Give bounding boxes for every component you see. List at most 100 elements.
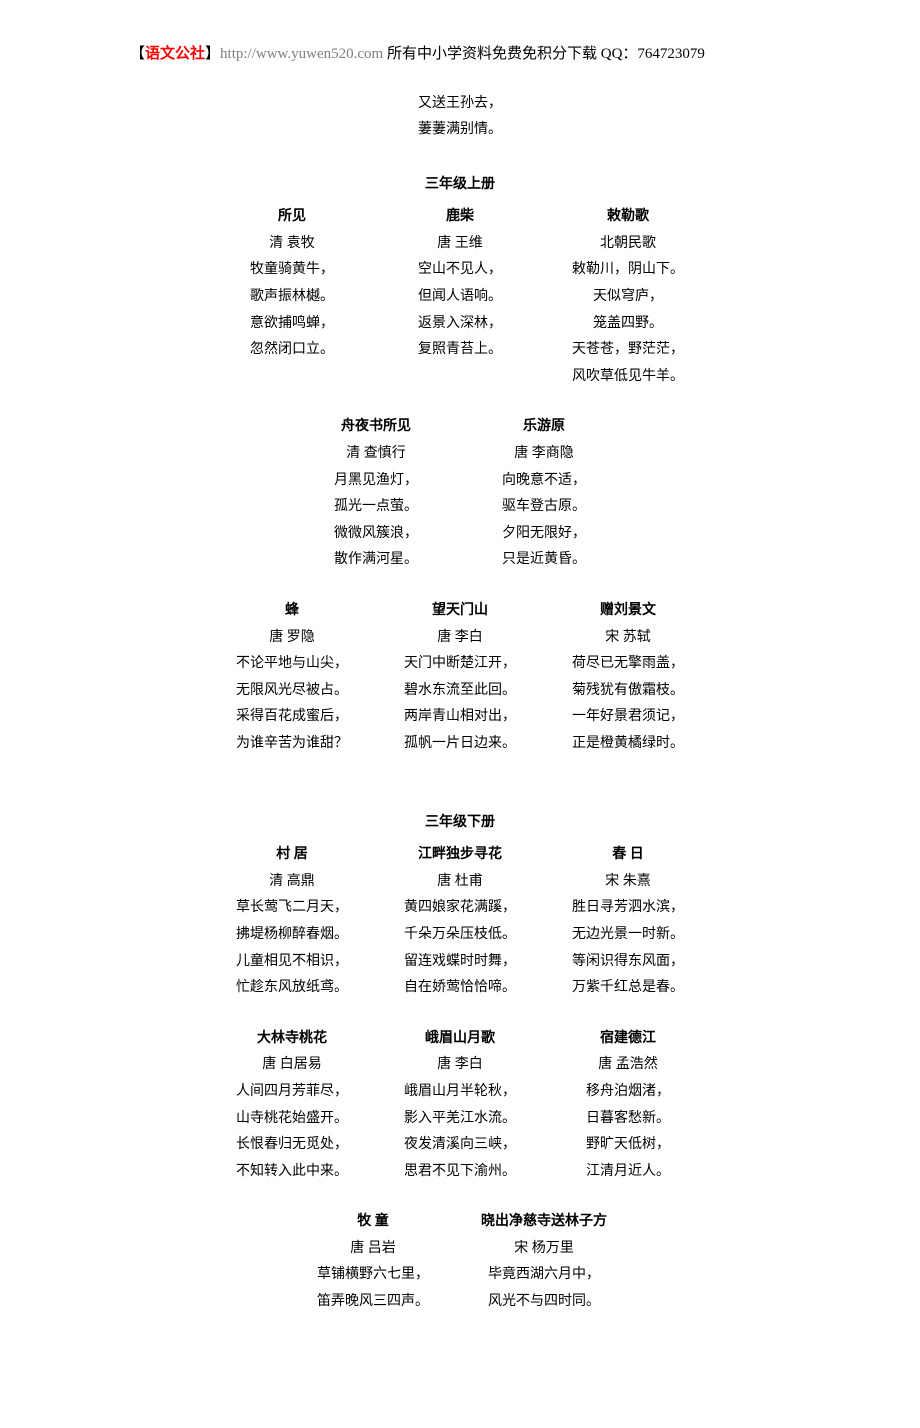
bracket-close: 】 bbox=[205, 46, 220, 62]
poem-line: 不论平地与山尖， bbox=[232, 651, 352, 678]
poem-line: 孤帆一片日边来。 bbox=[400, 731, 520, 758]
poem-line: 人间四月芳菲尽， bbox=[232, 1079, 352, 1106]
poem: 舟夜书所见清 查慎行月黑见渔灯，孤光一点萤。微微风簇浪，散作满河星。 bbox=[316, 414, 436, 574]
poem-line: 思君不见下渝州。 bbox=[400, 1159, 520, 1186]
poem-line: 万紫千红总是春。 bbox=[568, 975, 688, 1002]
poem-author: 唐 罗隐 bbox=[232, 625, 352, 652]
poem-row: 所见清 袁牧牧童骑黄牛，歌声振林樾。意欲捕鸣蝉，忽然闭口立。鹿柴唐 王维空山不见… bbox=[232, 204, 688, 390]
poem-line: 只是近黄昏。 bbox=[484, 547, 604, 574]
poem-title: 乐游原 bbox=[484, 414, 604, 441]
poem-title: 村 居 bbox=[232, 842, 352, 869]
section-title: 三年级下册 bbox=[425, 810, 495, 837]
poem-line: 复照青苔上。 bbox=[400, 337, 520, 364]
poem-line: 儿童相见不相识， bbox=[232, 949, 352, 976]
poem-line: 风光不与四时同。 bbox=[481, 1289, 607, 1316]
poem-line: 峨眉山月半轮秋， bbox=[400, 1079, 520, 1106]
poem-title: 宿建德江 bbox=[568, 1026, 688, 1053]
poem-title: 蜂 bbox=[232, 598, 352, 625]
poem-line: 天苍苍，野茫茫， bbox=[568, 337, 688, 364]
poem-line: 散作满河星。 bbox=[316, 547, 436, 574]
poem: 村 居清 高鼎草长莺飞二月天，拂堤杨柳醉春烟。儿童相见不相识，忙趁东风放纸鸢。 bbox=[232, 842, 352, 1002]
poem: 敕勒歌北朝民歌敕勒川，阴山下。天似穹庐，笼盖四野。天苍苍，野茫茫，风吹草低见牛羊… bbox=[568, 204, 688, 390]
poem: 大林寺桃花唐 白居易人间四月芳菲尽，山寺桃花始盛开。长恨春归无觅处，不知转入此中… bbox=[232, 1026, 352, 1186]
poem-line: 夕阳无限好， bbox=[484, 521, 604, 548]
top-couplet: 又送王孙去， 萋萋满别情。 bbox=[130, 91, 790, 144]
poem-line: 微微风簇浪， bbox=[316, 521, 436, 548]
poem-author: 唐 白居易 bbox=[232, 1052, 352, 1079]
poem-author: 唐 李商隐 bbox=[484, 441, 604, 468]
bracket-open: 【 bbox=[130, 46, 145, 62]
page-header: 【语文公社】http://www.yuwen520.com 所有中小学资料免费免… bbox=[130, 40, 790, 69]
poem: 望天门山唐 李白天门中断楚江开，碧水东流至此回。两岸青山相对出，孤帆一片日边来。 bbox=[400, 598, 520, 758]
poem-author: 北朝民歌 bbox=[568, 231, 688, 258]
poem: 牧 童唐 吕岩草铺横野六七里，笛弄晚风三四声。 bbox=[313, 1209, 433, 1315]
poem-title: 所见 bbox=[232, 204, 352, 231]
poem-title: 牧 童 bbox=[313, 1209, 433, 1236]
poem-line: 长恨春归无觅处， bbox=[232, 1132, 352, 1159]
couplet-line: 萋萋满别情。 bbox=[130, 117, 790, 144]
poem: 所见清 袁牧牧童骑黄牛，歌声振林樾。意欲捕鸣蝉，忽然闭口立。 bbox=[232, 204, 352, 390]
poem-row: 大林寺桃花唐 白居易人间四月芳菲尽，山寺桃花始盛开。长恨春归无觅处，不知转入此中… bbox=[232, 1026, 688, 1186]
poem-row: 舟夜书所见清 查慎行月黑见渔灯，孤光一点萤。微微风簇浪，散作满河星。乐游原唐 李… bbox=[316, 414, 604, 574]
poem: 乐游原唐 李商隐向晚意不适，驱车登古原。夕阳无限好，只是近黄昏。 bbox=[484, 414, 604, 574]
poem-line: 两岸青山相对出， bbox=[400, 704, 520, 731]
poem-line: 意欲捕鸣蝉， bbox=[232, 311, 352, 338]
poem-row: 牧 童唐 吕岩草铺横野六七里，笛弄晚风三四声。晓出净慈寺送林子方宋 杨万里毕竟西… bbox=[313, 1209, 607, 1315]
poem-line: 歌声振林樾。 bbox=[232, 284, 352, 311]
poem-row: 村 居清 高鼎草长莺飞二月天，拂堤杨柳醉春烟。儿童相见不相识，忙趁东风放纸鸢。江… bbox=[232, 842, 688, 1002]
poem-title: 鹿柴 bbox=[400, 204, 520, 231]
grade-section: 三年级下册村 居清 高鼎草长莺飞二月天，拂堤杨柳醉春烟。儿童相见不相识，忙趁东风… bbox=[130, 810, 790, 1340]
section-title: 三年级上册 bbox=[425, 172, 495, 199]
poem: 蜂唐 罗隐不论平地与山尖，无限风光尽被占。采得百花成蜜后，为谁辛苦为谁甜？ bbox=[232, 598, 352, 758]
poem-line: 草铺横野六七里， bbox=[313, 1262, 433, 1289]
poem-line: 忙趁东风放纸鸢。 bbox=[232, 975, 352, 1002]
poem-line: 天似穹庐， bbox=[568, 284, 688, 311]
site-desc: 所有中小学资料免费免积分下载 QQ： bbox=[383, 46, 637, 62]
poem-line: 为谁辛苦为谁甜？ bbox=[232, 731, 352, 758]
poem: 赠刘景文宋 苏轼荷尽已无擎雨盖，菊残犹有傲霜枝。一年好景君须记，正是橙黄橘绿时。 bbox=[568, 598, 688, 758]
poem-line: 碧水东流至此回。 bbox=[400, 678, 520, 705]
poem-line: 不知转入此中来。 bbox=[232, 1159, 352, 1186]
poem-line: 等闲识得东风面， bbox=[568, 949, 688, 976]
poem-author: 唐 杜甫 bbox=[400, 869, 520, 896]
poem-title: 舟夜书所见 bbox=[316, 414, 436, 441]
poem: 江畔独步寻花唐 杜甫黄四娘家花满蹊，千朵万朵压枝低。留连戏蝶时时舞，自在娇莺恰恰… bbox=[400, 842, 520, 1002]
poem-line: 月黑见渔灯， bbox=[316, 468, 436, 495]
poem-title: 望天门山 bbox=[400, 598, 520, 625]
poem-line: 正是橙黄橘绿时。 bbox=[568, 731, 688, 758]
poem-title: 春 日 bbox=[568, 842, 688, 869]
poem: 晓出净慈寺送林子方宋 杨万里毕竟西湖六月中，风光不与四时同。 bbox=[481, 1209, 607, 1315]
poem-title: 敕勒歌 bbox=[568, 204, 688, 231]
poem-author: 唐 李白 bbox=[400, 625, 520, 652]
poem-line: 风吹草低见牛羊。 bbox=[568, 364, 688, 391]
poem-line: 江清月近人。 bbox=[568, 1159, 688, 1186]
poem-author: 宋 朱熹 bbox=[568, 869, 688, 896]
poem-line: 菊残犹有傲霜枝。 bbox=[568, 678, 688, 705]
poem-author: 宋 杨万里 bbox=[481, 1236, 607, 1263]
poem-line: 影入平羌江水流。 bbox=[400, 1106, 520, 1133]
poem: 宿建德江唐 孟浩然移舟泊烟渚，日暮客愁新。野旷天低树，江清月近人。 bbox=[568, 1026, 688, 1186]
poem-title: 赠刘景文 bbox=[568, 598, 688, 625]
poem-author: 唐 李白 bbox=[400, 1052, 520, 1079]
poem-author: 唐 王维 bbox=[400, 231, 520, 258]
poem: 鹿柴唐 王维空山不见人，但闻人语响。返景入深林，复照青苔上。 bbox=[400, 204, 520, 390]
poem-line: 草长莺飞二月天， bbox=[232, 895, 352, 922]
poem-title: 峨眉山月歌 bbox=[400, 1026, 520, 1053]
poem-line: 胜日寻芳泗水滨， bbox=[568, 895, 688, 922]
poem-line: 无限风光尽被占。 bbox=[232, 678, 352, 705]
poem-line: 返景入深林， bbox=[400, 311, 520, 338]
poem-line: 驱车登古原。 bbox=[484, 494, 604, 521]
poem-author: 清 查慎行 bbox=[316, 441, 436, 468]
poem-line: 千朵万朵压枝低。 bbox=[400, 922, 520, 949]
poem-line: 移舟泊烟渚， bbox=[568, 1079, 688, 1106]
poem-title: 江畔独步寻花 bbox=[400, 842, 520, 869]
poem-line: 山寺桃花始盛开。 bbox=[232, 1106, 352, 1133]
poem-line: 毕竟西湖六月中， bbox=[481, 1262, 607, 1289]
poem-line: 无边光景一时新。 bbox=[568, 922, 688, 949]
poem-line: 拂堤杨柳醉春烟。 bbox=[232, 922, 352, 949]
poem-line: 笼盖四野。 bbox=[568, 311, 688, 338]
poem-line: 采得百花成蜜后， bbox=[232, 704, 352, 731]
poem-line: 日暮客愁新。 bbox=[568, 1106, 688, 1133]
poem-line: 向晚意不适， bbox=[484, 468, 604, 495]
poem-line: 敕勒川，阴山下。 bbox=[568, 257, 688, 284]
